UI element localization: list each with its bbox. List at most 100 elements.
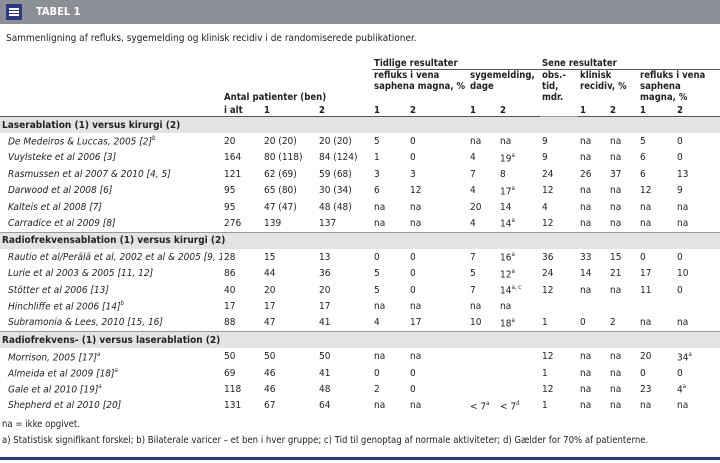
superscript: a	[682, 383, 687, 391]
superscript: b	[152, 135, 156, 143]
cell: na	[578, 282, 608, 298]
study-name: Darwood et al 2008 [6]	[0, 183, 222, 199]
cell: 80 (118)	[262, 150, 317, 166]
cell: 47	[262, 315, 317, 332]
cell: 8	[498, 166, 540, 182]
cell: 9	[675, 183, 720, 199]
cell-text: Lurie et al 2003 & 2005 [11, 12]	[8, 268, 154, 280]
cell-text: 95	[224, 201, 236, 213]
cell: 33	[578, 249, 608, 265]
cell: 19a	[498, 150, 540, 166]
cell: 14	[498, 199, 540, 215]
cell: na	[578, 381, 608, 397]
study-name: Rautio et al/Perälä et al, 2002 et al & …	[0, 249, 222, 265]
superscript: a	[511, 267, 515, 275]
cell-text: na	[500, 300, 512, 312]
cell: na	[498, 298, 540, 314]
cell-text: 17	[500, 185, 512, 197]
cell: 50	[222, 348, 262, 364]
study-name: Gale et al 2010 [19]a	[0, 381, 222, 397]
footnote: a) Statistisk signifikant forskel; b) Bi…	[2, 435, 649, 446]
cell-text: 21	[610, 268, 622, 280]
cell-text: na	[610, 400, 622, 412]
cell-text: 88	[224, 317, 236, 329]
data-row: Darwood et al 2008 [6] 95 65 (80) 30 (34) 6 1…	[0, 183, 720, 199]
cell	[468, 348, 498, 364]
cell-text: 0	[677, 284, 683, 296]
cell-text: 276	[224, 218, 242, 230]
cell: na	[372, 348, 408, 364]
superscript: a	[511, 151, 515, 159]
cell-text: < 7	[500, 401, 517, 412]
cell-text: na	[374, 300, 386, 312]
cell: na	[408, 199, 468, 215]
superscript: a	[96, 350, 101, 358]
cell-text: Carradice et al 2009 [8]	[8, 218, 116, 230]
cell: 24	[540, 166, 578, 182]
cell: 23	[638, 381, 675, 397]
cell-text: 59 (68)	[319, 168, 352, 180]
cell-text: 5	[374, 136, 380, 148]
cell: na	[578, 150, 608, 166]
cell-text: 20	[264, 284, 276, 296]
cell: 17	[638, 266, 675, 282]
cell-text: 64	[319, 400, 331, 412]
cell: 12	[408, 183, 468, 199]
cell: 14a	[498, 215, 540, 232]
cell-text: 10	[470, 317, 482, 329]
cell-text: 0	[410, 367, 416, 379]
superscript: d	[516, 399, 520, 407]
study-name: De Medeiros & Luccas, 2005 [2]b	[0, 133, 222, 149]
cell: 48	[317, 381, 372, 397]
cell: 47 (47)	[262, 199, 317, 215]
cell: 0	[675, 365, 720, 381]
column-label: 2	[408, 103, 468, 117]
cell-text: na	[410, 300, 422, 312]
cell-text: na	[410, 218, 422, 230]
cell: na	[638, 215, 675, 232]
cell-text: 17	[319, 300, 331, 312]
cell-text: 41	[319, 317, 331, 329]
cell: na	[408, 348, 468, 364]
cell: na	[372, 298, 408, 314]
data-row: Kalteis et al 2008 [7] 95 47 (47) 48 (48) na…	[0, 199, 720, 215]
superscript: b	[120, 300, 124, 308]
cell: 16a	[498, 249, 540, 265]
cell: 276	[222, 215, 262, 232]
cell-text: 23	[640, 383, 652, 395]
cell-text: < 7	[470, 401, 487, 412]
cell-text: na	[580, 185, 592, 197]
cell: 88	[222, 315, 262, 332]
cell-text: na	[677, 400, 689, 412]
cell-text: 12	[500, 268, 512, 280]
column-label: 2	[608, 103, 639, 117]
cell-text: 0	[410, 284, 416, 296]
cell: na	[638, 398, 675, 414]
cell-text: 20 (20)	[264, 136, 297, 148]
cell-text: na	[610, 136, 622, 148]
cell-text: 65 (80)	[264, 185, 297, 197]
cell-text: 6	[640, 168, 646, 180]
cell-text: 84 (124)	[319, 152, 358, 164]
header-label: TABEL 1	[36, 5, 81, 18]
cell	[498, 365, 540, 381]
cell: 3	[408, 166, 468, 182]
cell: 46	[262, 365, 317, 381]
cell-text: 3	[410, 168, 416, 180]
cell	[638, 298, 675, 314]
cell	[498, 348, 540, 364]
cell: 121	[222, 166, 262, 182]
cell-text: 0	[410, 251, 416, 263]
cell-text: 26	[580, 168, 592, 180]
cell: 0	[408, 150, 468, 166]
data-row: Carradice et al 2009 [8] 276 139 137 na na 4 14…	[0, 215, 720, 232]
cell-text: na	[610, 201, 622, 213]
cell: na	[675, 199, 720, 215]
cell-text: 12	[542, 185, 554, 197]
data-row: Rautio et al/Perälä et al, 2002 et al & …	[0, 249, 720, 265]
study-name: Hinchliffe et al 2006 [14]b	[0, 298, 222, 314]
cell: 15	[608, 249, 638, 265]
cell: 0	[638, 249, 675, 265]
cell: na	[608, 348, 638, 364]
study-name: Carradice et al 2009 [8]	[0, 215, 222, 232]
